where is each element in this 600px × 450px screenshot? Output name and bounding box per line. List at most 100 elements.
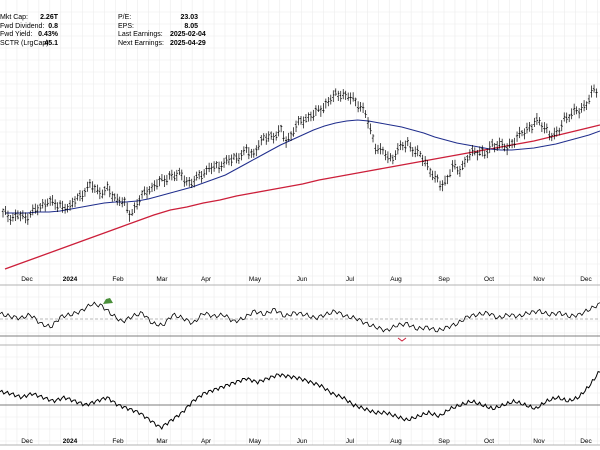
ohlc-bar — [505, 143, 509, 156]
ohlc-bar — [108, 185, 111, 198]
x-tick-label: May — [249, 276, 262, 283]
stat-label: Fwd Yield: — [0, 31, 33, 39]
ohlc-bar — [118, 196, 121, 207]
stat-label: Next Earnings: — [118, 40, 164, 48]
ohlc-bar — [205, 165, 208, 175]
x-tick-label: Mar — [156, 276, 168, 283]
ohlc-bar — [180, 169, 183, 181]
ohlc-bar — [91, 181, 94, 193]
ohlc-bar — [66, 203, 69, 213]
ohlc-bar — [396, 143, 400, 155]
ohlc-bar — [63, 203, 67, 214]
x-tick-label: Dec — [580, 276, 592, 283]
stat-value: 2025-04-29 — [170, 40, 206, 48]
price-series — [1, 84, 600, 270]
ohlc-bar — [436, 174, 439, 183]
ohlc-bar — [88, 178, 92, 188]
ohlc-bar — [165, 174, 169, 186]
x-tick-label: Jun — [297, 276, 308, 283]
indicator-1-series — [0, 298, 600, 342]
ohlc-bar — [173, 171, 176, 182]
ohlc-bar — [523, 128, 526, 140]
ohlc-bar — [558, 127, 561, 136]
ohlc-bar — [287, 132, 290, 142]
ohlc-bar — [346, 92, 350, 101]
ohlc-bar — [6, 210, 10, 223]
ohlc-bar — [36, 204, 39, 216]
x-tick-label: Jul — [346, 276, 355, 283]
ohlc-bar — [242, 146, 246, 156]
ohlc-bar — [24, 212, 27, 224]
ohlc-bar — [498, 137, 501, 149]
ohlc-bar — [71, 197, 74, 208]
ohlc-bar — [399, 140, 402, 151]
stat-value: 0.43% — [38, 31, 58, 39]
ohlc-bar — [513, 137, 516, 148]
ohlc-bar — [510, 138, 514, 149]
ohlc-bar — [225, 155, 228, 165]
ohlc-bar — [384, 150, 387, 161]
ohlc-bar — [11, 213, 15, 222]
ohlc-bar — [461, 160, 464, 171]
ohlc-bar — [96, 184, 99, 195]
x-tick-label: 2024 — [63, 276, 78, 283]
ohlc-bar — [366, 117, 370, 129]
ohlc-bar — [282, 131, 285, 142]
ohlc-bar — [58, 200, 62, 208]
ohlc-bar — [391, 154, 395, 165]
stat-row: EPS: 8.05 — [118, 23, 198, 32]
ohlc-bar — [349, 92, 352, 105]
ohlc-bar — [577, 108, 581, 119]
ohlc-bar — [193, 175, 196, 188]
ohlc-bar — [19, 211, 22, 222]
ohlc-bar — [138, 195, 141, 206]
ohlc-bar — [451, 160, 454, 172]
ohlc-bar — [416, 145, 419, 157]
ohlc-bar — [431, 170, 434, 181]
ohlc-bar — [587, 94, 591, 105]
x-tick-label: Apr — [201, 276, 212, 283]
ohlc-bar — [458, 165, 462, 177]
ohlc-bar — [414, 146, 417, 158]
ohlc-bar — [101, 189, 104, 199]
ohlc-bar — [217, 161, 221, 174]
ohlc-bar — [143, 186, 146, 196]
ohlc-bar — [592, 84, 596, 93]
ohlc-bar — [302, 116, 305, 129]
ohlc-bar — [580, 103, 583, 113]
ohlc-bar — [421, 154, 424, 167]
ohlc-bar — [463, 156, 467, 168]
ohlc-bar — [337, 90, 340, 101]
ohlc-bar — [307, 112, 310, 122]
ohlc-bar — [545, 123, 549, 134]
ohlc-bar — [535, 113, 539, 125]
ohlc-bar — [553, 127, 556, 140]
ohlc-bar — [443, 175, 447, 186]
indicator-2-series — [0, 371, 600, 431]
ohlc-bar — [555, 126, 558, 137]
ohlc-bar — [284, 136, 288, 148]
ohlc-bar — [133, 202, 136, 214]
ohlc-bar — [570, 108, 573, 120]
ohlc-bar — [428, 167, 432, 178]
ohlc-bar — [232, 153, 236, 161]
ohlc-bar — [528, 122, 531, 132]
stat-value: 23.03 — [180, 14, 198, 21]
ohlc-bar — [394, 150, 397, 160]
ohlc-bar — [568, 113, 571, 123]
ma200-line — [4, 124, 600, 270]
ohlc-bar — [81, 190, 84, 202]
ohlc-bar — [230, 154, 233, 167]
ohlc-bar — [53, 199, 57, 210]
stat-row: Fwd Dividend: 0.8 — [0, 23, 58, 32]
ohlc-bar — [515, 131, 519, 142]
ohlc-bar — [359, 101, 362, 112]
x-tick-label: Oct — [484, 438, 494, 445]
ohlc-bar — [585, 101, 588, 110]
ohlc-bar — [48, 196, 52, 206]
ohlc-bar — [123, 196, 126, 206]
ohlc-bar — [265, 133, 268, 145]
ohlc-bar — [438, 180, 442, 191]
x-tick-label: 2024 — [63, 438, 78, 445]
